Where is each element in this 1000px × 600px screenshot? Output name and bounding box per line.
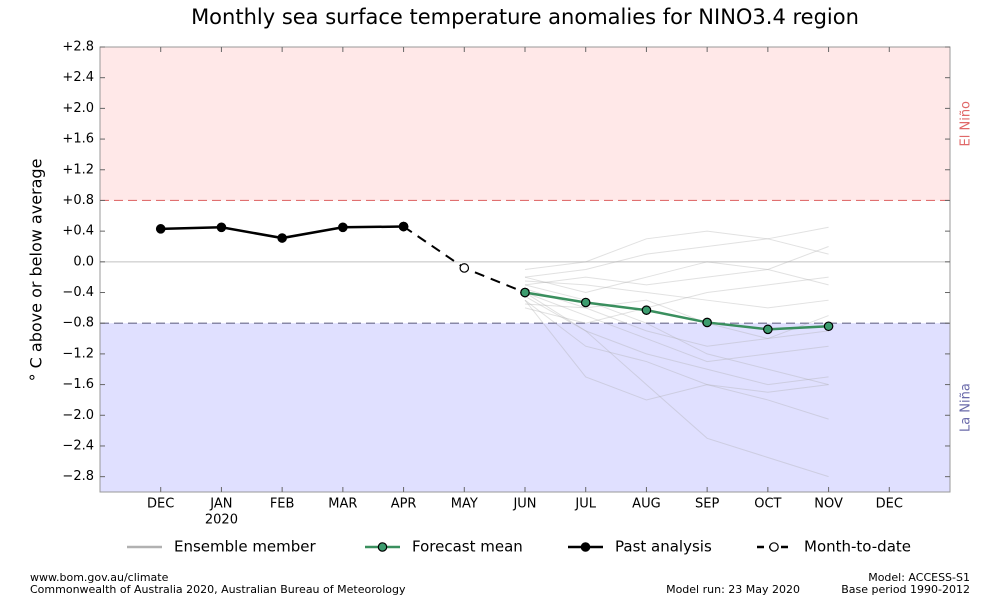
ensemble-line: [524, 226, 829, 278]
ensemble-line: [524, 292, 829, 478]
y-tick-label: +2.0: [62, 101, 94, 116]
x-tick-label: JUN: [512, 497, 536, 512]
x-tick-label: AUG: [632, 497, 660, 512]
legend-label: Month-to-date: [804, 538, 911, 556]
x-tick-label: OCT: [754, 497, 781, 512]
ensemble-line: [524, 276, 829, 324]
footer-text: Commonwealth of Australia 2020, Australi…: [30, 583, 406, 596]
series-marker: [277, 233, 287, 243]
y-tick-label: −0.8: [62, 316, 94, 331]
y-tick-label: −0.4: [62, 285, 94, 300]
ensemble-line: [524, 288, 829, 347]
series-marker: [398, 221, 409, 232]
x-tick-label: JAN: [209, 497, 232, 512]
legend-marker: [580, 542, 591, 552]
series-marker: [520, 287, 530, 298]
y-axis-label: ° C above or below average: [27, 159, 46, 382]
y-tick-label: +2.8: [62, 40, 94, 55]
ensemble-line: [524, 280, 829, 309]
legend-label: Past analysis: [615, 538, 712, 556]
footer-text: www.bom.gov.au/climate: [30, 571, 169, 584]
ensemble-line: [524, 246, 829, 286]
threshold-label: El Niño: [959, 101, 974, 147]
y-tick-label: −2.8: [62, 469, 94, 484]
x-tick-label: DEC: [876, 497, 903, 512]
y-tick-label: +1.2: [62, 162, 94, 177]
ensemble-line: [524, 261, 829, 294]
series-marker: [155, 224, 166, 234]
series-line: [524, 291, 829, 331]
y-tick-label: +0.8: [62, 193, 94, 208]
y-tick-label: −1.6: [62, 377, 94, 392]
y-tick-label: −2.0: [62, 408, 94, 423]
series-marker: [338, 222, 348, 233]
y-tick-label: −2.4: [62, 438, 94, 453]
y-tick-label: −1.2: [62, 346, 94, 361]
threshold-band: [100, 47, 950, 201]
series-marker: [763, 324, 773, 335]
y-tick-label: +0.4: [62, 224, 94, 239]
x-tick-label: JUL: [574, 497, 596, 512]
x-year-label: 2020: [205, 513, 238, 528]
ensemble-line: [524, 299, 829, 420]
footer-text: Model: ACCESS-S1: [868, 571, 970, 584]
y-tick-label: +1.6: [62, 132, 94, 147]
ensemble-line: [524, 295, 829, 386]
x-tick-label: NOV: [814, 497, 843, 512]
x-tick-label: MAY: [451, 497, 478, 512]
series-marker: [823, 321, 834, 332]
legend-label: Ensemble member: [174, 538, 317, 556]
ensemble-line: [524, 299, 829, 401]
ensemble-line: [524, 230, 829, 270]
ensemble-line: [524, 292, 829, 363]
series-marker: [459, 263, 470, 273]
x-tick-label: DEC: [147, 497, 174, 512]
x-tick-label: SEP: [695, 497, 719, 512]
x-tick-label: APR: [391, 497, 417, 512]
threshold-label: La Niña: [959, 383, 974, 432]
footer-text: Base period 1990-2012: [841, 583, 970, 596]
x-tick-label: MAR: [328, 497, 357, 512]
legend-marker: [769, 542, 779, 552]
ensemble-line: [524, 299, 829, 340]
ensemble-line: [524, 284, 829, 386]
footer-text: Model run: 23 May 2020: [666, 583, 800, 596]
series-marker: [216, 222, 227, 233]
y-tick-label: 0.0: [73, 254, 94, 269]
legend-marker: [377, 542, 388, 552]
legend-label: Forecast mean: [412, 538, 523, 556]
chart-title: Monthly sea surface temperature anomalie…: [191, 5, 859, 29]
x-tick-label: FEB: [270, 497, 295, 512]
series-line: [403, 225, 526, 294]
series-marker: [702, 317, 712, 328]
y-tick-label: +2.4: [62, 70, 94, 85]
series-marker: [641, 305, 652, 315]
threshold-band: [100, 323, 950, 492]
series-marker: [580, 297, 591, 308]
